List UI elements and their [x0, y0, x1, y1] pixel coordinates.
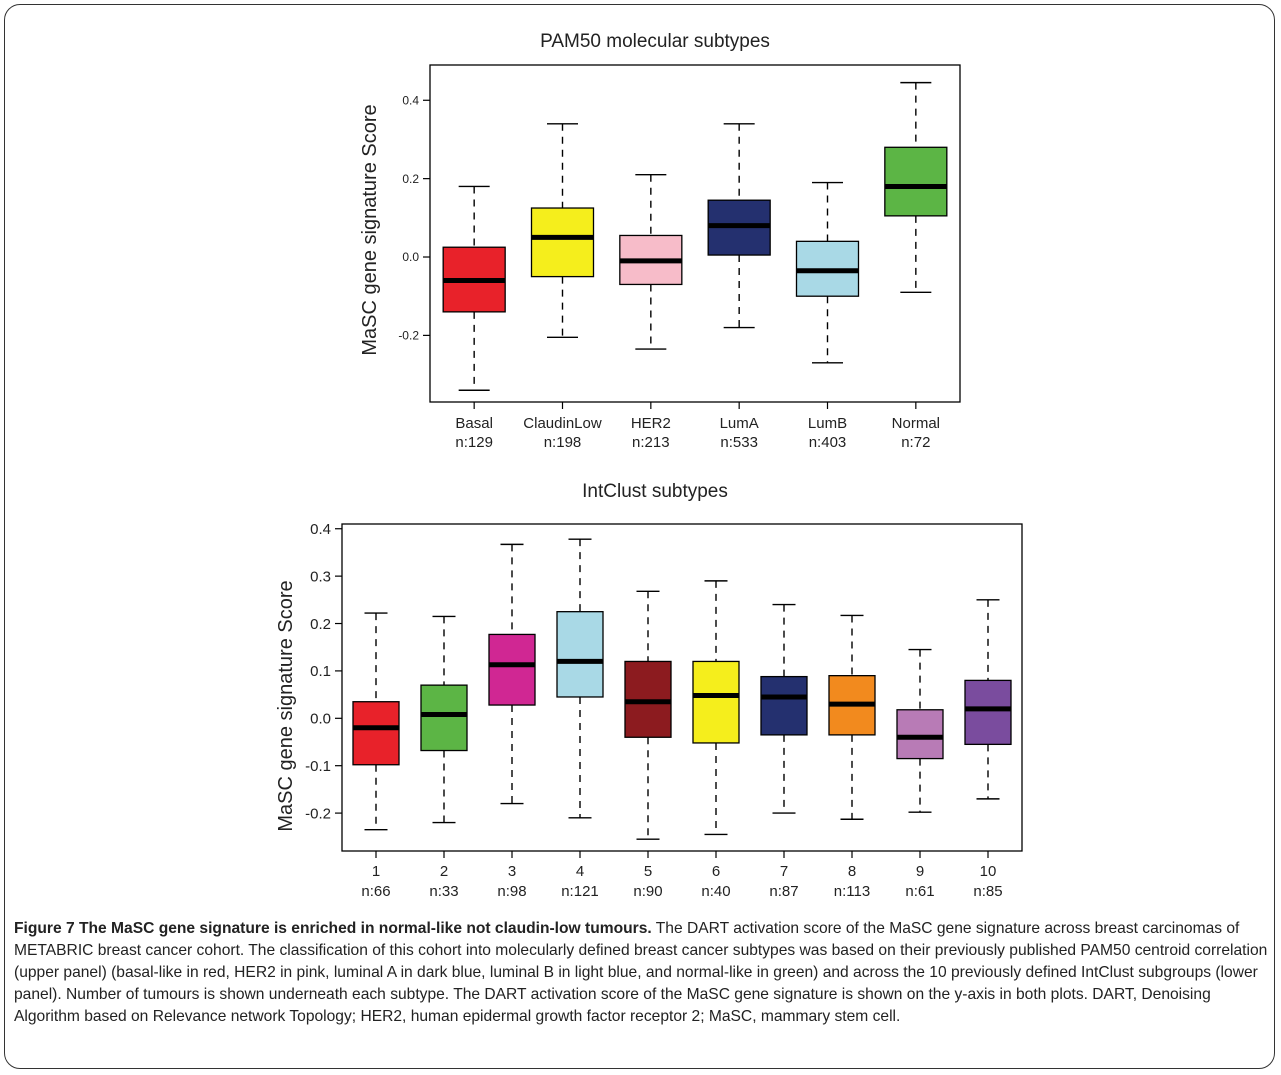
- box-intclust-9: [896, 709, 944, 760]
- chart-pam50: -0.2 0.0 0.2 0.4 Basal n:129 ClaudinLow n:198 HE…: [398, 64, 961, 451]
- y-tick-label-intclust: 0.2: [310, 616, 331, 633]
- chart-title-pam50: PAM50 molecular subtypes: [540, 31, 770, 52]
- y-tick-label-intclust: 0.4: [310, 521, 331, 538]
- x-category-label: 4: [576, 863, 584, 880]
- x-category-label: 3: [508, 863, 516, 880]
- y-tick-label-pam50: 0.2: [402, 172, 419, 186]
- y-tick-label-pam50: 0.0: [402, 250, 419, 264]
- y-tick-label-intclust: 0.3: [310, 568, 331, 585]
- x-category-label: 7: [780, 863, 788, 880]
- x-sample-count-label: n:66: [361, 883, 390, 900]
- y-tick-label-pam50: -0.2: [398, 329, 419, 343]
- x-sample-count-label: n:72: [901, 434, 930, 451]
- x-category-label: 9: [916, 863, 924, 880]
- chart-intclust: -0.2 -0.1 0.0 0.1 0.2 0.3 0.4 1 n:66 2 n:33 3 n:98 4 n…: [305, 521, 1023, 900]
- y-tick-label-pam50: 0.4: [402, 93, 419, 107]
- box-intclust-3: [488, 633, 536, 706]
- x-category-label: 6: [712, 863, 720, 880]
- x-sample-count-label: n:198: [544, 434, 582, 451]
- plot-frame-pam50: [429, 64, 961, 403]
- x-category-label: 10: [980, 863, 997, 880]
- box-intclust-10: [964, 679, 1012, 746]
- figure-caption: Figure 7 The MaSC gene signature is enri…: [14, 918, 1269, 1028]
- y-tick-label-intclust: -0.1: [305, 758, 331, 775]
- x-sample-count-label: n:98: [497, 883, 526, 900]
- plot-frame-intclust: [341, 523, 1023, 852]
- y-tick-label-intclust: 0.0: [310, 711, 331, 728]
- x-sample-count-label: n:33: [429, 883, 458, 900]
- x-sample-count-label: n:121: [561, 883, 599, 900]
- y-axis-label-pam50: MaSC gene signature Score: [359, 104, 381, 355]
- x-sample-count-label: n:40: [701, 883, 730, 900]
- box-intclust-1: [352, 701, 400, 766]
- x-sample-count-label: n:90: [633, 883, 662, 900]
- box-intclust-7: [760, 675, 808, 736]
- x-category-label: HER2: [631, 415, 671, 432]
- y-tick-label-intclust: 0.1: [310, 663, 331, 680]
- x-sample-count-label: n:61: [905, 883, 934, 900]
- x-sample-count-label: n:113: [834, 883, 870, 900]
- x-sample-count-label: n:533: [720, 434, 758, 451]
- y-axis-label-intclust: MaSC gene signature Score: [275, 580, 297, 831]
- x-category-label: LumA: [720, 415, 759, 432]
- x-category-label: 2: [440, 863, 448, 880]
- x-category-label: Basal: [455, 415, 493, 432]
- x-category-label: 8: [848, 863, 856, 880]
- x-sample-count-label: n:213: [632, 434, 670, 451]
- caption-title: Figure 7 The MaSC gene signature is enri…: [14, 920, 652, 937]
- box-intclust-4: [556, 611, 604, 698]
- x-category-label: 5: [644, 863, 652, 880]
- figure-frame: [4, 4, 1275, 1069]
- chart-title-intclust: IntClust subtypes: [582, 481, 728, 502]
- y-tick-label-intclust: -0.2: [305, 805, 331, 822]
- x-sample-count-label: n:87: [769, 883, 798, 900]
- box-intclust-6: [692, 660, 740, 744]
- box-pam50-claudinlow: [530, 207, 595, 278]
- x-category-label: 1: [372, 863, 380, 880]
- figure-plots: PAM50 molecular subtypes MaSC gene signa…: [275, 31, 1023, 900]
- caption-body: The DART activation score of the MaSC ge…: [14, 920, 1268, 1025]
- x-sample-count-label: n:85: [973, 883, 1002, 900]
- x-category-label: ClaudinLow: [523, 415, 602, 432]
- x-sample-count-label: n:129: [455, 434, 493, 451]
- box-pam50-normal: [884, 146, 948, 217]
- x-category-label: LumB: [808, 415, 847, 432]
- box-intclust-2: [420, 684, 468, 752]
- x-sample-count-label: n:403: [809, 434, 847, 451]
- x-category-label: Normal: [892, 415, 940, 432]
